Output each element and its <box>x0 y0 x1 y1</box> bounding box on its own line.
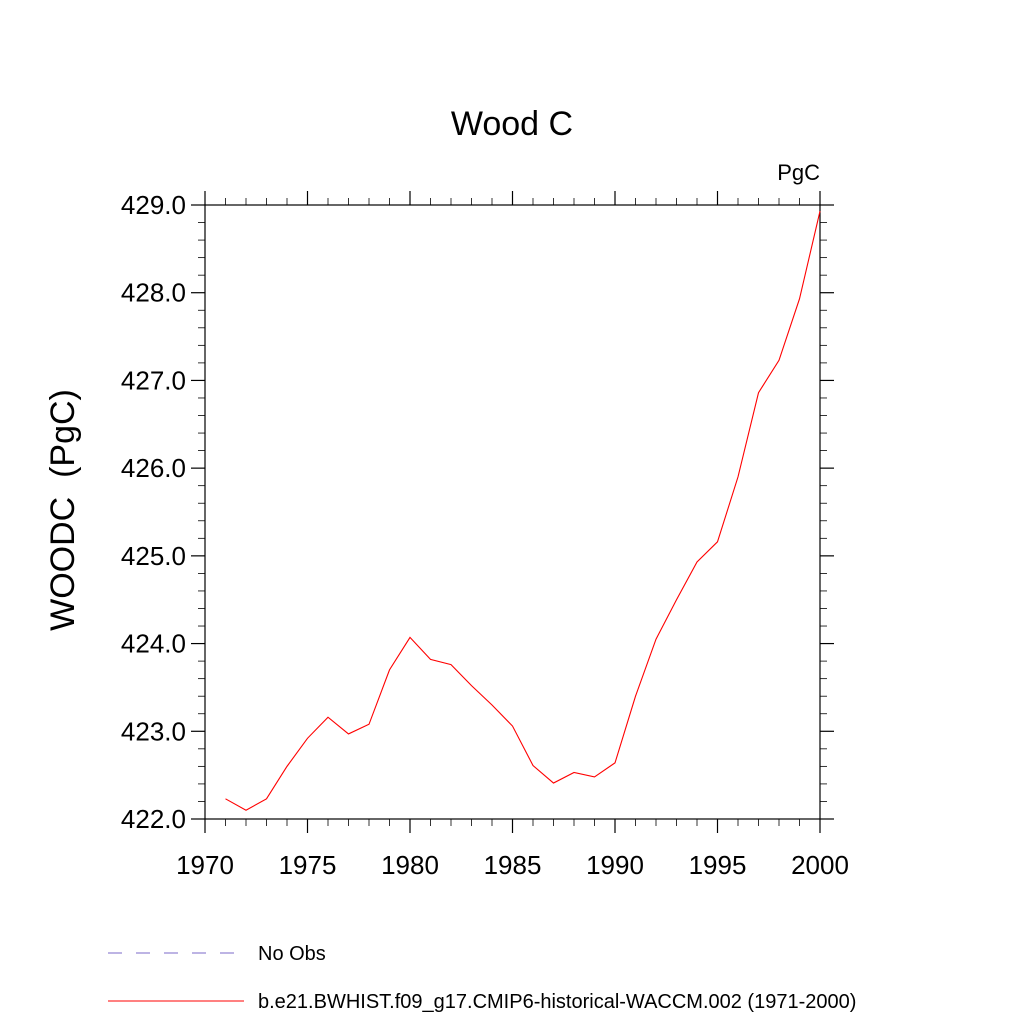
x-tick-label: 1980 <box>381 850 439 880</box>
y-tick-label: 422.0 <box>121 804 186 834</box>
chart-title: Wood C <box>451 105 573 143</box>
x-tick-label: 1995 <box>689 850 747 880</box>
x-tick-label: 1970 <box>176 850 234 880</box>
y-tick-label: 427.0 <box>121 365 186 395</box>
y-axis-label: WOODC (PgC) <box>44 389 82 631</box>
series-layer <box>225 211 821 811</box>
x-tick-label: 2000 <box>791 850 849 880</box>
x-tick-label: 1985 <box>484 850 542 880</box>
series-line <box>225 211 821 811</box>
y-tick-label: 424.0 <box>121 629 186 659</box>
y-tick-label: 423.0 <box>121 716 186 746</box>
units-label: PgC <box>777 160 820 185</box>
x-tick-label: 1990 <box>586 850 644 880</box>
tick-labels: 1970 1975 1980 1985 1990 1995 2000 422.0 423.0 42… <box>121 190 849 880</box>
legend-label-model: b.e21.BWHIST.f09_g17.CMIP6-historical-WA… <box>258 991 856 1013</box>
y-tick-label: 429.0 <box>121 190 186 220</box>
y-tick-label: 425.0 <box>121 541 186 571</box>
legend: No Obs b.e21.BWHIST.f09_g17.CMIP6-histor… <box>108 943 856 1013</box>
legend-label-no-obs: No Obs <box>258 943 326 965</box>
x-tick-label: 1975 <box>279 850 337 880</box>
y-tick-label: 426.0 <box>121 453 186 483</box>
y-tick-label: 428.0 <box>121 278 186 308</box>
axis-ticks <box>191 191 834 833</box>
